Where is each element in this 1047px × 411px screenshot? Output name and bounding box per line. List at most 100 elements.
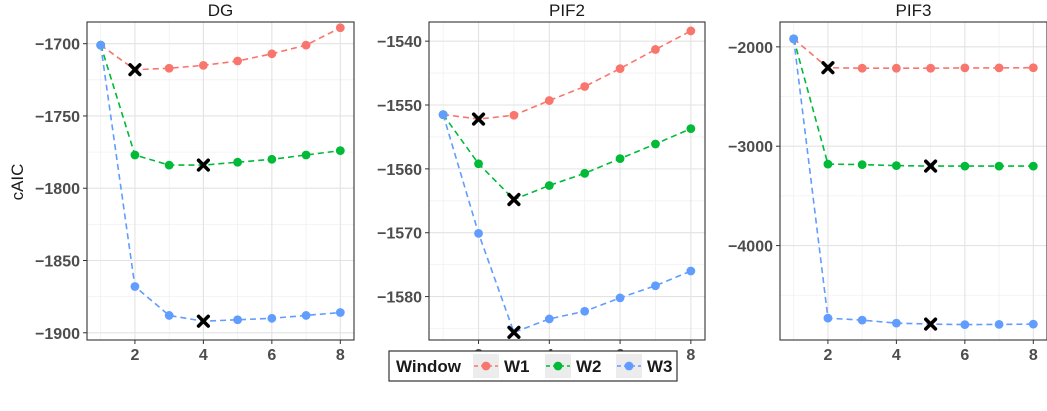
data-point bbox=[544, 96, 554, 105]
data-point bbox=[544, 314, 554, 324]
best-model-marker bbox=[507, 192, 521, 207]
y-axis-label: cAIC bbox=[8, 164, 27, 201]
legend-label: W1 bbox=[504, 357, 530, 376]
panel-dg: DG 2 4 6 8 −1700 −1750 −1800 −1850 −1900 bbox=[35, 1, 355, 364]
series-w1 bbox=[96, 23, 345, 77]
data-point bbox=[267, 49, 277, 59]
x-tick-label: 4 bbox=[199, 347, 208, 364]
best-model-marker bbox=[924, 159, 938, 173]
panel-border bbox=[779, 21, 1047, 341]
legend-item-w1: W1 bbox=[473, 354, 530, 378]
y-tick-label: −2000 bbox=[728, 40, 773, 57]
series-w3 bbox=[96, 40, 345, 328]
data-point bbox=[651, 139, 660, 149]
x-tick-label: 8 bbox=[336, 347, 345, 364]
data-point bbox=[130, 282, 140, 291]
data-point bbox=[544, 181, 554, 190]
data-point bbox=[164, 160, 174, 170]
data-point bbox=[580, 168, 590, 178]
x-tick-label: 2 bbox=[823, 347, 832, 364]
series-w2 bbox=[438, 110, 696, 207]
y-tick-label: −1900 bbox=[35, 326, 80, 343]
legend: Window W1 W2 W3 bbox=[388, 350, 678, 382]
data-point bbox=[130, 150, 140, 160]
data-point bbox=[474, 228, 483, 238]
x-tick-label: 4 bbox=[892, 347, 901, 364]
legend-item-w2: W2 bbox=[545, 354, 602, 378]
legend-key-point bbox=[481, 361, 491, 371]
legend-title: Window bbox=[396, 357, 462, 376]
x-tick-label: 2 bbox=[130, 347, 139, 364]
y-tick-label: −1750 bbox=[35, 109, 80, 126]
x-tick-label: 8 bbox=[686, 347, 695, 364]
best-model-marker bbox=[196, 314, 210, 328]
panel-pif3: PIF3 2 4 6 8 −2000 −3000 −4000 bbox=[728, 1, 1047, 364]
facet-panels: DG 2 4 6 8 −1700 −1750 −1800 −1850 −1900 PIF2 2 4 6 8 −… bbox=[35, 1, 1047, 364]
panel-title: DG bbox=[208, 1, 234, 20]
x-tick-label: 6 bbox=[960, 347, 969, 364]
y-tick-label: −1580 bbox=[377, 290, 422, 307]
data-point bbox=[1028, 161, 1038, 171]
data-point bbox=[335, 308, 345, 317]
y-tick-label: −4000 bbox=[728, 239, 773, 256]
series-line bbox=[443, 30, 692, 120]
y-tick-label: −1850 bbox=[35, 254, 80, 271]
data-point bbox=[994, 63, 1004, 73]
panel-border bbox=[86, 21, 355, 341]
series-line bbox=[792, 38, 1034, 167]
data-point bbox=[301, 150, 311, 160]
data-point bbox=[233, 56, 243, 66]
legend-label: W2 bbox=[576, 357, 602, 376]
data-point bbox=[686, 266, 696, 276]
data-point bbox=[960, 320, 970, 329]
data-point bbox=[651, 45, 660, 54]
data-point bbox=[823, 159, 833, 169]
legend-key-point bbox=[624, 361, 634, 371]
data-point bbox=[615, 64, 625, 74]
best-model-marker bbox=[196, 158, 210, 172]
best-model-marker bbox=[924, 317, 938, 331]
y-tick-label: −1550 bbox=[377, 98, 422, 115]
data-point bbox=[615, 154, 625, 164]
y-tick-label: −3000 bbox=[728, 139, 773, 156]
x-tick-label: 6 bbox=[267, 347, 276, 364]
legend-item-w3: W3 bbox=[616, 354, 673, 378]
series-w1 bbox=[789, 34, 1038, 75]
data-point bbox=[1028, 319, 1038, 329]
y-tick-label: −1700 bbox=[35, 37, 80, 54]
data-point bbox=[1028, 63, 1038, 73]
legend-key-point bbox=[553, 361, 563, 371]
legend-label: W3 bbox=[647, 357, 673, 376]
best-model-marker bbox=[128, 63, 142, 77]
data-point bbox=[857, 315, 867, 325]
data-point bbox=[823, 313, 833, 323]
data-point bbox=[615, 293, 625, 303]
data-point bbox=[891, 63, 901, 73]
data-point bbox=[686, 124, 696, 134]
best-model-marker bbox=[471, 112, 486, 126]
series-line bbox=[793, 38, 1034, 70]
y-tick-label: −1800 bbox=[35, 181, 80, 198]
data-point bbox=[164, 63, 174, 73]
series-w3 bbox=[789, 34, 1038, 331]
series-w2 bbox=[96, 40, 345, 172]
data-point bbox=[96, 40, 106, 50]
series-line bbox=[442, 114, 692, 334]
data-point bbox=[994, 319, 1004, 329]
data-point bbox=[960, 63, 970, 73]
data-point bbox=[926, 63, 936, 73]
y-tick-label: −1540 bbox=[377, 34, 422, 51]
panel-border bbox=[428, 21, 706, 341]
data-point bbox=[651, 281, 660, 291]
x-tick-label: 8 bbox=[1029, 347, 1038, 364]
y-tick-label: −1570 bbox=[377, 226, 422, 243]
data-point bbox=[335, 146, 345, 156]
data-point bbox=[233, 315, 243, 325]
data-point bbox=[301, 311, 311, 320]
data-point bbox=[891, 318, 901, 328]
data-point bbox=[474, 159, 483, 169]
series-line bbox=[442, 114, 692, 201]
series-line bbox=[99, 45, 341, 323]
data-point bbox=[857, 63, 867, 73]
series-w2 bbox=[789, 34, 1038, 173]
